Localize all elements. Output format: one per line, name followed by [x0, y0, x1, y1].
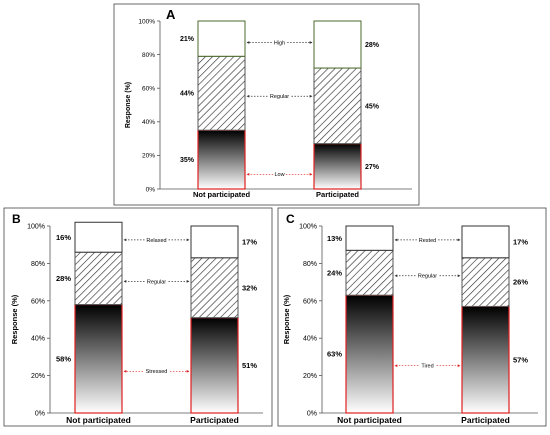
y-tick-label: 100%: [27, 223, 45, 230]
panel-letter: A: [166, 7, 176, 22]
series-label: High: [274, 40, 285, 46]
series-label: Rested: [419, 238, 436, 244]
bar-segment-high: [345, 225, 394, 251]
panel-letter: C: [286, 212, 295, 226]
bar-segment-low: [190, 317, 239, 414]
y-tick-label: 20%: [142, 153, 155, 160]
panel-frame: [113, 3, 420, 206]
bar-segment-low: [461, 305, 510, 414]
y-tick-label: 0%: [146, 186, 156, 193]
series-label: Relaxed: [146, 238, 166, 244]
chart-panel-b: B 0% 20% 40% 60% 80% 100% Response (%) 58% 28% 16%…: [3, 207, 273, 427]
bar-segment-low: [313, 143, 362, 190]
series-label: Regular: [270, 94, 289, 100]
data-label: 57%: [513, 355, 528, 364]
category-label: Participated: [316, 190, 359, 199]
y-tick-label: 60%: [31, 298, 45, 305]
data-label: 17%: [513, 238, 528, 247]
category-label: Participated: [461, 415, 510, 425]
data-label: 58%: [56, 354, 71, 363]
chart-panel-a: A 0% 20% 40% 60% 80% 100% Response (%) 35% 44% 21%…: [113, 3, 420, 206]
category-label: Participated: [190, 415, 239, 425]
bar-segment-high: [461, 225, 510, 259]
y-tick-label: 60%: [142, 85, 155, 92]
bar-segment-low: [74, 303, 123, 414]
y-tick-label: 60%: [303, 298, 317, 305]
y-tick-label: 40%: [142, 119, 155, 126]
data-label: 27%: [365, 164, 380, 171]
y-axis-label: Response (%): [10, 294, 19, 344]
data-label: 21%: [180, 36, 195, 43]
panel-letter: B: [12, 212, 21, 226]
y-tick-label: 20%: [31, 373, 45, 380]
chart-panel-c: C 0% 20% 40% 60% 80% 100% Response (%) 63% 24% 13%…: [277, 207, 547, 427]
bar-segment-high: [313, 20, 362, 69]
bar-segment-high: [197, 20, 246, 57]
data-label: 13%: [327, 234, 342, 243]
data-label: 44%: [180, 91, 195, 98]
y-tick-label: 40%: [31, 336, 45, 343]
data-label: 51%: [242, 361, 257, 370]
bar-segment-regular: [190, 257, 239, 319]
y-tick-label: 80%: [303, 261, 317, 268]
bar-segment-low: [197, 129, 246, 190]
data-label: 28%: [56, 274, 71, 283]
bar-segment-high: [190, 225, 239, 259]
y-tick-label: 80%: [142, 52, 155, 59]
y-tick-label: 80%: [31, 261, 45, 268]
y-tick-label: 100%: [299, 223, 317, 230]
category-label: Not participated: [337, 415, 402, 425]
bar-segment-regular: [313, 67, 362, 145]
series-label: Tired: [421, 364, 433, 370]
data-label: 26%: [513, 278, 528, 287]
category-label: Not participated: [193, 190, 251, 199]
data-label: 28%: [365, 42, 380, 49]
y-tick-label: 0%: [35, 410, 45, 417]
bar-segment-regular: [461, 257, 510, 307]
bar-segment-regular: [345, 249, 394, 296]
series-label: Stressed: [146, 369, 168, 375]
y-tick-label: 0%: [307, 410, 317, 417]
series-label: Regular: [147, 279, 166, 285]
bar-segment-regular: [74, 251, 123, 306]
y-axis-label: Response (%): [125, 82, 132, 128]
data-label: 17%: [242, 238, 257, 247]
category-label: Not participated: [66, 415, 131, 425]
y-axis-label: Response (%): [282, 294, 291, 344]
data-label: 45%: [365, 103, 380, 110]
data-label: 24%: [327, 268, 342, 277]
y-tick-label: 40%: [303, 336, 317, 343]
data-label: 35%: [180, 157, 195, 164]
bar-segment-regular: [197, 55, 246, 131]
data-label: 16%: [56, 233, 71, 242]
data-label: 63%: [327, 350, 342, 359]
series-label: Regular: [418, 274, 437, 280]
series-label: Low: [274, 172, 284, 178]
y-tick-label: 20%: [303, 373, 317, 380]
bar-segment-high: [74, 221, 123, 253]
y-tick-label: 100%: [138, 18, 155, 25]
bar-segment-low: [345, 294, 394, 414]
data-label: 32%: [242, 283, 257, 292]
